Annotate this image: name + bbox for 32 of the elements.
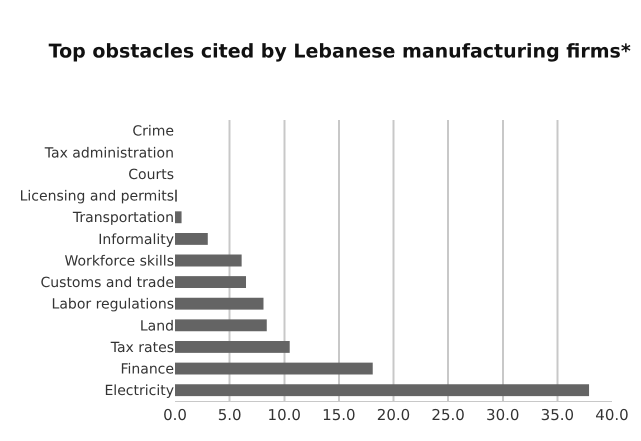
- bar: [175, 319, 267, 332]
- y-tick-label: Electricity: [104, 383, 174, 400]
- bar: [175, 276, 246, 288]
- x-tick-label: 35.0: [540, 406, 574, 424]
- y-tick-label: Land: [140, 318, 174, 334]
- y-tick-label: Transportation: [72, 210, 174, 226]
- y-tick-label: Crime: [132, 124, 174, 140]
- chart-title: Top obstacles cited by Lebanese manufacturing firms*: [48, 40, 631, 62]
- bar: [175, 211, 182, 224]
- bar: [175, 254, 242, 266]
- y-tick-label: Informality: [98, 232, 174, 248]
- x-tick-label: 25.0: [431, 406, 465, 424]
- y-tick-label: Workforce skills: [64, 253, 174, 270]
- y-tick-label: Customs and trade: [40, 275, 174, 292]
- x-tick-label: 10.0: [268, 406, 301, 424]
- bar: [175, 341, 290, 353]
- y-tick-label: Finance: [120, 361, 174, 378]
- x-tick-label: 40.0: [595, 406, 629, 424]
- x-tick-label: 20.0: [376, 406, 410, 424]
- bar: [175, 362, 373, 375]
- bar: [175, 298, 264, 310]
- bar: [175, 232, 208, 245]
- x-tick-label: 15.0: [322, 406, 356, 424]
- y-tick-label: Tax administration: [44, 145, 174, 162]
- x-tick-label: 30.0: [486, 406, 520, 424]
- x-tick-label: 5.0: [218, 406, 242, 424]
- y-tick-label: Courts: [128, 166, 174, 183]
- y-tick-label: Labor regulations: [52, 296, 174, 313]
- bar: [175, 384, 590, 396]
- x-tick-label: 0.0: [163, 406, 187, 424]
- y-tick-label: Tax rates: [110, 340, 174, 356]
- y-tick-label: Licensing and permits: [20, 188, 174, 205]
